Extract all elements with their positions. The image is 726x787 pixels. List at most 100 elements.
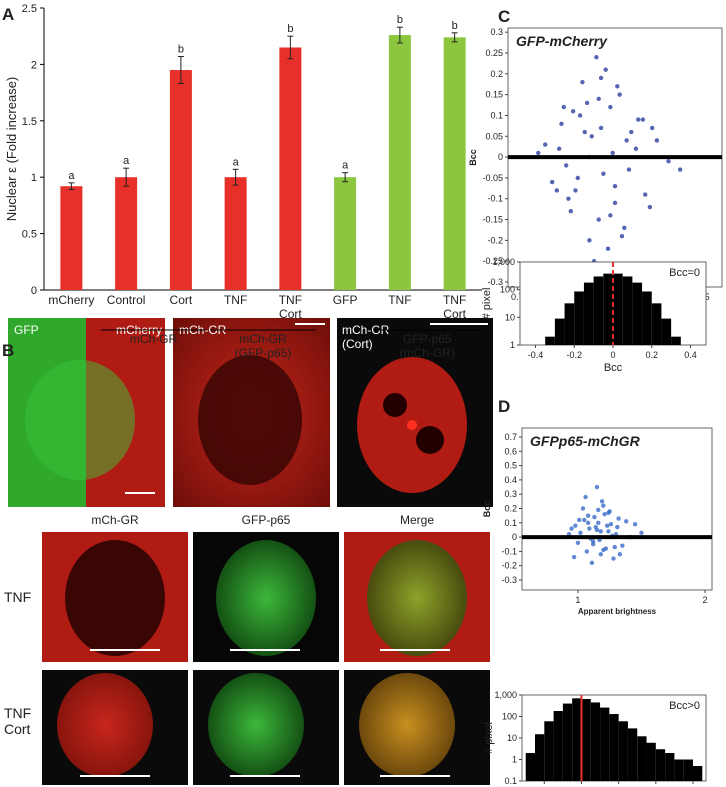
histogram-bar: [665, 753, 675, 781]
y-tick-label: 100: [502, 712, 517, 722]
point: [617, 552, 623, 557]
histogram-bar: [590, 702, 601, 781]
group-label: GFP-p65 (mCh-GR): [400, 332, 455, 360]
y-tick-label: 0: [31, 285, 37, 297]
point: [576, 517, 582, 523]
histogram-bar: [642, 291, 652, 345]
point: [633, 146, 639, 151]
point: [639, 530, 644, 536]
point: [589, 134, 594, 139]
point: [580, 506, 586, 511]
histogram-bar: [683, 759, 693, 781]
y-tick-label: -0.1: [501, 546, 517, 556]
annotation: Bcc>0: [669, 700, 700, 712]
point: [590, 542, 596, 547]
row-label: TNF Cort: [4, 705, 31, 737]
histogram-bar: [562, 703, 573, 781]
microscopy: [8, 318, 493, 785]
annotation: a: [68, 170, 75, 182]
point: [575, 540, 581, 546]
point: [554, 188, 560, 193]
x-tick-label: TNF Cort: [443, 293, 467, 321]
point: [608, 522, 614, 527]
point: [589, 560, 595, 566]
bar: [388, 35, 411, 291]
image-label: GFP: [14, 323, 39, 337]
point: [601, 503, 606, 508]
histogram-bar: [600, 707, 610, 781]
histogram-bar: [692, 765, 703, 781]
y-tick-label: 2.5: [22, 3, 37, 15]
y-tick-label: 0.25: [485, 48, 503, 58]
y-tick-label: -0.05: [482, 173, 503, 183]
histogram-bar: [574, 291, 584, 345]
row-label: TNF: [4, 589, 31, 605]
histogram-bar: [593, 276, 604, 345]
x-axis-label: Apparent brightness: [578, 607, 657, 616]
point: [598, 125, 604, 131]
point: [605, 246, 611, 251]
y-axis-label: Bcc: [468, 149, 478, 166]
histogram-bar: [613, 273, 623, 345]
histogram-bar: [618, 721, 628, 781]
point: [604, 523, 610, 528]
x-tick-label: 2: [703, 595, 708, 605]
y-tick-label: 0: [512, 532, 517, 542]
y-axis-label: Bcc: [482, 501, 492, 518]
y-axis-label: # pixel: [481, 288, 493, 320]
point: [596, 520, 601, 525]
panel-letter: C: [498, 7, 510, 26]
point: [585, 513, 591, 518]
column-label: Merge: [400, 513, 434, 527]
annotation: a: [233, 156, 240, 168]
y-tick-label: 0.5: [504, 461, 517, 471]
annotation: b: [178, 44, 184, 56]
point: [606, 529, 611, 534]
point: [570, 109, 576, 114]
point: [632, 522, 638, 527]
point: [596, 507, 601, 513]
y-tick-label: -0.1: [487, 194, 503, 204]
y-tick-label: 2: [31, 59, 37, 71]
x-tick-label: TNF Cort: [279, 293, 303, 321]
column-label: GFP-p65: [242, 513, 291, 527]
histogram-bar: [583, 282, 594, 345]
chart-title: GFP-mCherry: [516, 33, 608, 49]
point: [569, 526, 574, 531]
histogram-bar: [674, 759, 684, 781]
y-tick-label: 1.5: [22, 116, 37, 128]
point: [582, 129, 587, 135]
annotation: b: [397, 14, 403, 26]
point: [592, 514, 597, 520]
plot-frame: [521, 427, 713, 591]
point: [580, 79, 585, 85]
histogram-bar: [646, 742, 656, 781]
point: [543, 142, 548, 147]
y-tick-label: 0.7: [504, 432, 517, 442]
point: [619, 233, 625, 239]
point: [587, 238, 592, 243]
annotation: a: [123, 155, 130, 167]
y-tick-label: 0.1: [504, 518, 517, 528]
point: [598, 552, 603, 557]
point: [598, 529, 603, 534]
y-tick-label: 0.1: [490, 110, 503, 120]
y-tick-label: 0.1: [504, 776, 517, 786]
x-tick-label: 1: [575, 595, 580, 605]
point: [606, 510, 611, 515]
x-tick-label: 0.2: [645, 350, 658, 360]
point: [616, 516, 621, 521]
panel-letter: A: [2, 5, 14, 24]
y-tick-label: -0.2: [487, 235, 503, 245]
x-tick-label: -0.2: [566, 350, 582, 360]
group-label: mCh-GR: [130, 332, 178, 346]
histogram-bar: [535, 734, 545, 781]
histogram-bar: [627, 728, 638, 781]
histogram-bar: [525, 753, 536, 781]
y-tick-label: 0.4: [504, 475, 517, 485]
y-tick-label: 0.15: [485, 90, 503, 100]
point: [571, 554, 577, 560]
histogram-bar: [544, 721, 554, 781]
point: [601, 547, 606, 553]
point: [608, 104, 613, 110]
